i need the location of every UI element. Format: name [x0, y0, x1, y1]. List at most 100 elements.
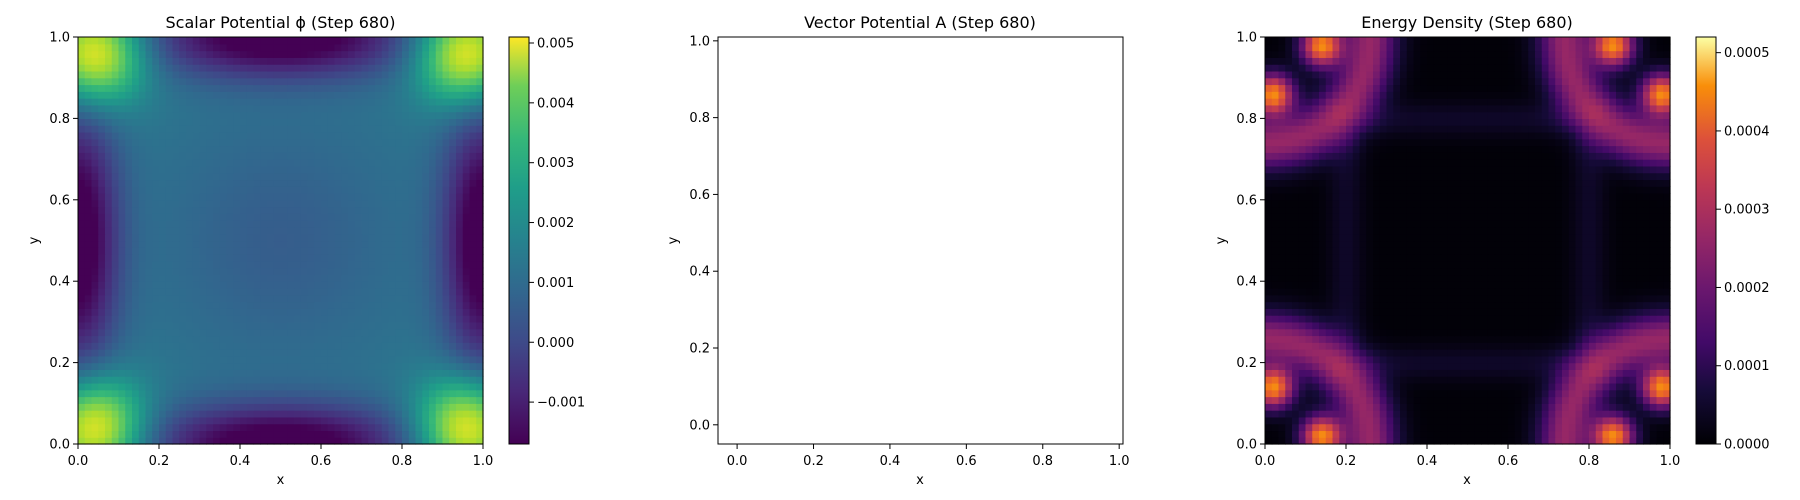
heatmap-cell [334, 389, 342, 398]
heatmap-cell [233, 131, 241, 140]
heatmap-cell [422, 423, 430, 432]
heatmap-cell [408, 70, 417, 79]
heatmap-cell [91, 84, 99, 92]
heatmap-cell [1636, 437, 1644, 445]
heatmap-cell [1575, 430, 1583, 438]
heatmap-cell [186, 416, 194, 425]
heatmap-cell [456, 159, 464, 167]
heatmap-cell [469, 118, 477, 126]
heatmap-cell [213, 179, 221, 187]
heatmap-cell [280, 186, 288, 194]
heatmap-cell [341, 301, 349, 309]
heatmap-cell [118, 152, 126, 160]
heatmap-cell [246, 64, 255, 72]
heatmap-cell [192, 91, 201, 99]
heatmap-cell [1359, 389, 1367, 398]
heatmap-cell [294, 186, 302, 194]
heatmap-cell [186, 389, 194, 398]
heatmap-cell [469, 287, 477, 296]
heatmap-cell [145, 220, 153, 228]
heatmap-cell [172, 437, 180, 445]
heatmap-cell [462, 179, 471, 187]
heatmap-cell [462, 77, 471, 86]
heatmap-cell [1265, 410, 1273, 418]
heatmap-cell [105, 342, 113, 350]
heatmap-cell [354, 152, 363, 160]
heatmap-cell [449, 77, 457, 86]
heatmap-cell [287, 254, 295, 262]
heatmap-cell [341, 131, 349, 140]
heatmap-cell [300, 84, 309, 92]
heatmap-cell [1427, 328, 1435, 337]
heatmap-cell [1406, 315, 1415, 323]
heatmap-cell [300, 145, 309, 153]
heatmap-cell [422, 369, 430, 377]
heatmap-cell [422, 220, 430, 228]
heatmap-cell [1595, 308, 1604, 316]
heatmap-cell [327, 57, 336, 65]
heatmap-cell [267, 274, 275, 282]
heatmap-cell [226, 321, 234, 330]
heatmap-cell [159, 84, 167, 92]
heatmap-cell [273, 396, 282, 404]
heatmap-cell [132, 131, 140, 140]
heatmap-cell [253, 159, 261, 167]
heatmap-cell [1589, 369, 1597, 377]
heatmap-cell [327, 437, 336, 445]
heatmap-cell [84, 335, 93, 343]
heatmap-cell [368, 226, 376, 235]
heatmap-cell [1636, 376, 1644, 384]
heatmap-cell [348, 362, 356, 370]
heatmap-cell [125, 349, 133, 357]
heatmap-cell [1400, 403, 1408, 411]
heatmap-cell [1555, 328, 1563, 337]
heatmap-cell [314, 138, 322, 147]
x-tick-label: 0.2 [803, 454, 824, 469]
heatmap-cell [179, 240, 187, 248]
heatmap-cell [219, 172, 228, 181]
heatmap-cell [1379, 308, 1388, 316]
heatmap-cell [327, 199, 336, 208]
heatmap-cell [1400, 355, 1408, 364]
heatmap-cell [246, 315, 255, 323]
heatmap-cell [456, 287, 464, 296]
heatmap-cell [132, 50, 140, 58]
heatmap-cell [1312, 301, 1320, 309]
heatmap-cell [361, 294, 369, 303]
heatmap-cell [395, 267, 403, 276]
heatmap-cell [300, 335, 309, 343]
heatmap-cell [294, 165, 302, 174]
heatmap-cell [159, 260, 167, 269]
heatmap-cell [1649, 315, 1658, 323]
heatmap-cell [429, 423, 437, 432]
heatmap-cell [1643, 321, 1651, 330]
heatmap-cell [354, 301, 363, 309]
heatmap-cell [186, 410, 194, 418]
heatmap-cell [1433, 355, 1442, 364]
heatmap-cell [1440, 403, 1448, 411]
heatmap-cell [213, 321, 221, 330]
heatmap-cell [368, 355, 376, 364]
heatmap-cell [341, 98, 349, 106]
heatmap-cell [78, 308, 86, 316]
heatmap-cell [415, 410, 423, 418]
heatmap-cell [91, 274, 99, 282]
heatmap-cell [321, 254, 329, 262]
heatmap-cell [422, 233, 430, 242]
y-tick-label: 0.6 [49, 193, 70, 208]
heatmap-cell [368, 165, 376, 174]
heatmap-cell [179, 260, 187, 269]
heatmap-cell [442, 145, 450, 153]
heatmap-cell [145, 254, 153, 262]
heatmap-cell [429, 98, 437, 106]
heatmap-cell [280, 199, 288, 208]
heatmap-cell [1373, 362, 1381, 370]
heatmap-cell [476, 159, 484, 167]
heatmap-cell [1629, 301, 1637, 309]
heatmap-cell [321, 396, 329, 404]
heatmap-cell [152, 349, 160, 357]
heatmap-cell [1514, 315, 1523, 323]
heatmap-cell [91, 335, 99, 343]
heatmap-cell [1609, 321, 1617, 330]
heatmap-cell [354, 131, 363, 140]
